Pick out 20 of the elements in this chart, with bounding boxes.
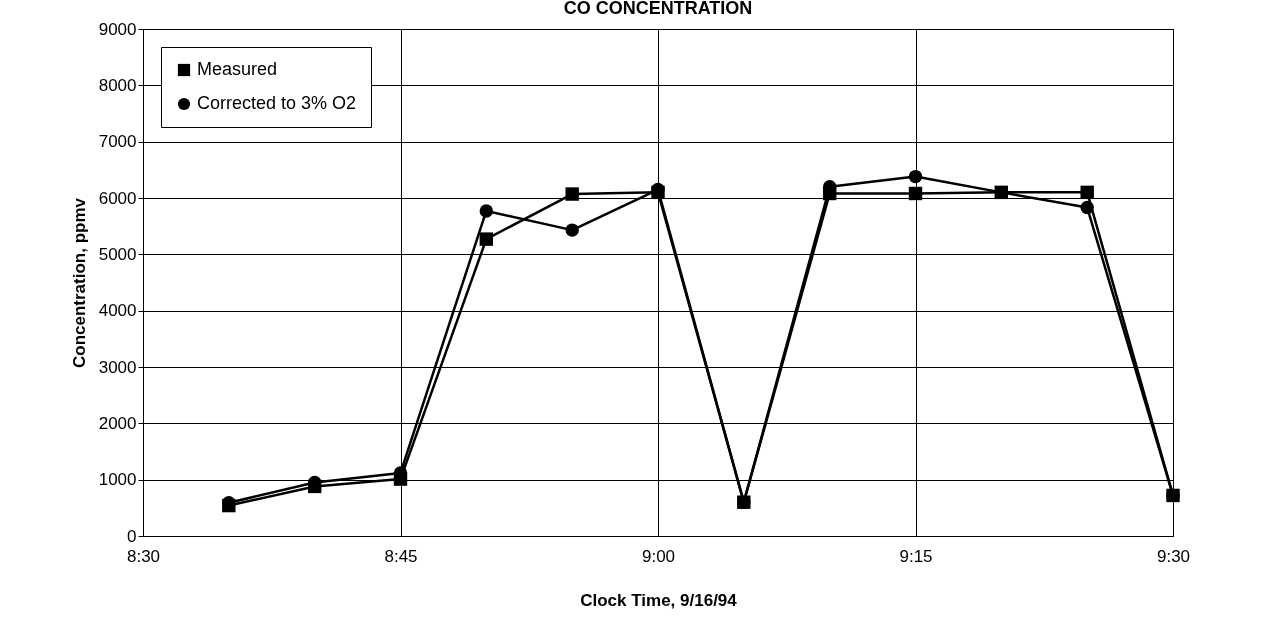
legend-label: Corrected to 3% O2	[197, 93, 357, 113]
y-axis-title: Concentration, ppmv	[69, 197, 89, 369]
y-tick-label: 1000	[98, 470, 137, 490]
x-axis-title: Clock Time, 9/16/94	[580, 590, 738, 610]
x-tick-label: 8:45	[384, 546, 418, 566]
chart-title: CO CONCENTRATION	[563, 0, 753, 18]
legend-label: Measured	[197, 59, 278, 79]
x-tick-label: 8:30	[126, 546, 161, 566]
y-tick-label: 7000	[98, 132, 137, 152]
y-tick-label: 0	[127, 526, 137, 546]
y-tick-label: 8000	[98, 75, 137, 95]
y-tick-label: 9000	[98, 19, 137, 39]
y-tick-label: 2000	[98, 413, 137, 433]
y-tick-label: 4000	[98, 301, 137, 321]
x-tick-label: 9:15	[899, 546, 933, 566]
x-tick-label: 9:30	[1156, 546, 1191, 566]
y-tick-label: 6000	[98, 188, 137, 208]
x-tick-label: 9:00	[641, 546, 676, 566]
y-tick-label: 5000	[98, 244, 137, 264]
y-tick-label: 3000	[98, 357, 137, 377]
